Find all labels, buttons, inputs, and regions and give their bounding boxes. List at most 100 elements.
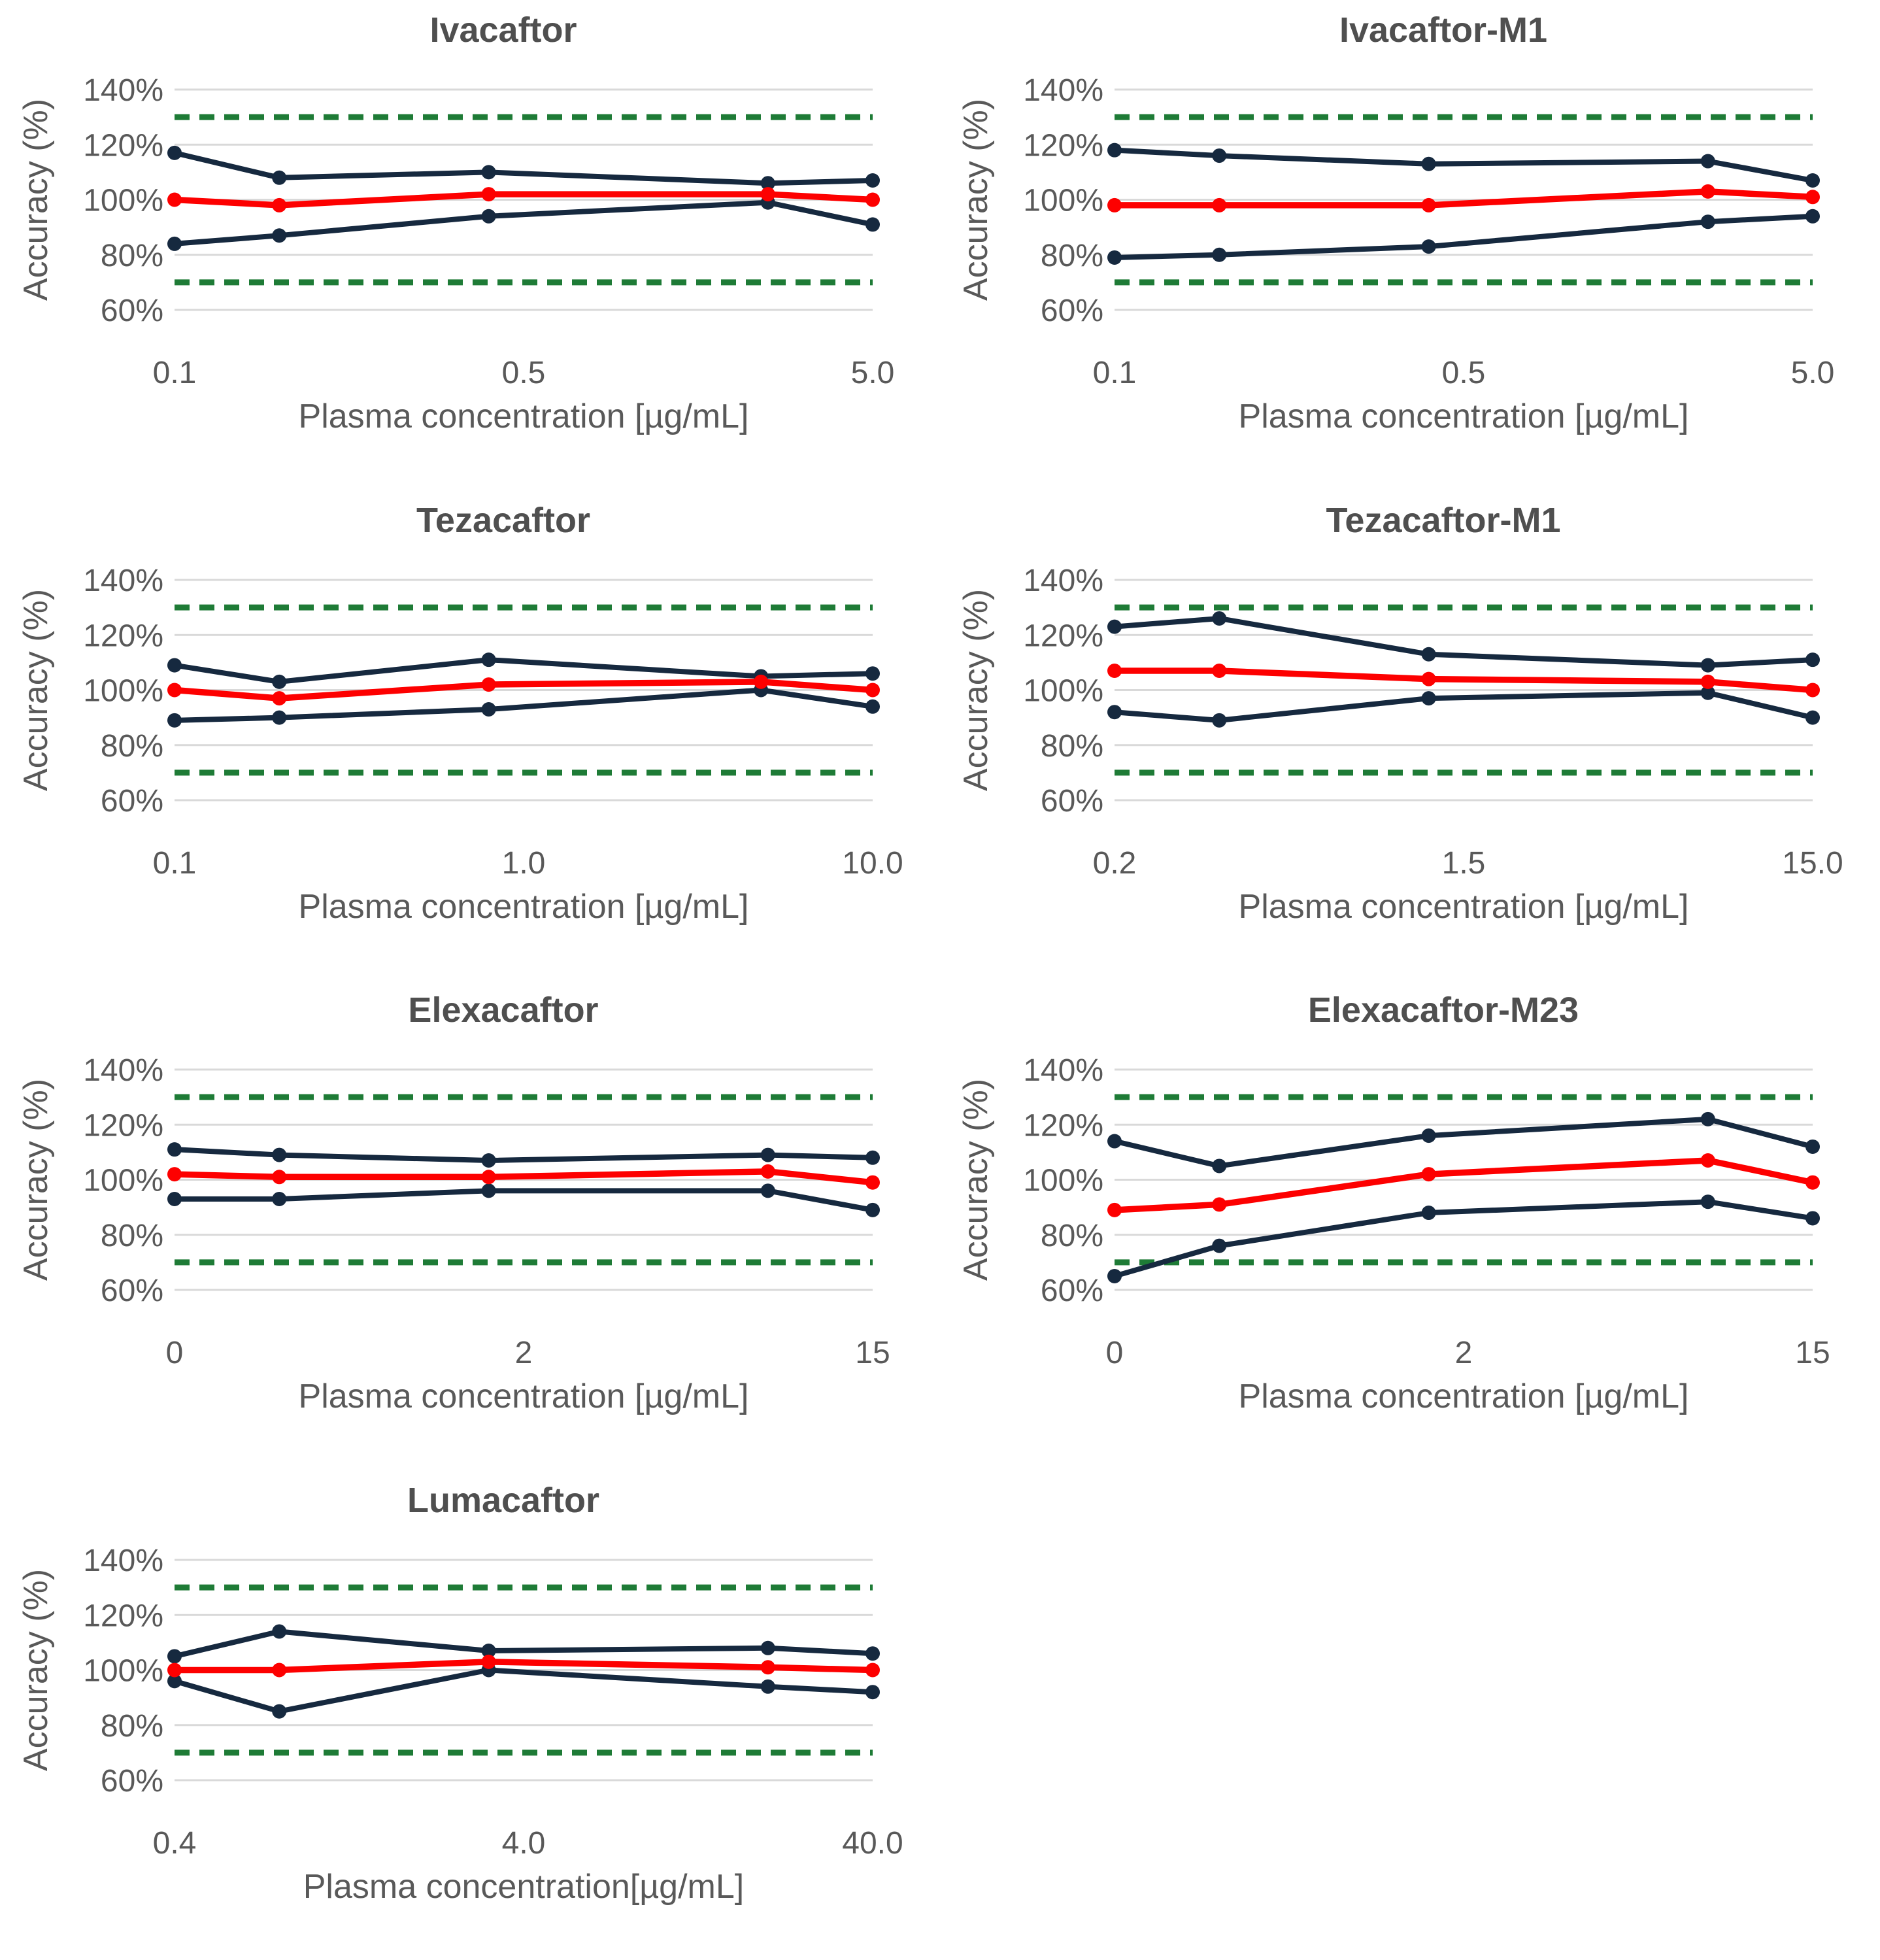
x-tick-label: 0.4 [153,1826,197,1861]
gridlines [1115,579,1813,801]
y-tick-label: 60% [1041,784,1103,819]
data-point-marker [272,1170,287,1185]
data-point-marker [1421,156,1436,171]
y-tick-label: 80% [101,239,163,273]
x-tick-label: 15 [855,1336,890,1370]
x-tick-label: 0 [1106,1336,1124,1370]
data-point-marker [272,228,287,243]
x-tick-label: 0 [166,1336,184,1370]
y-axis-title: Accuracy (%) [17,1079,55,1281]
data-point-marker [760,1147,775,1162]
data-point-marker [1421,1206,1436,1221]
series-upper-accuracy-bound [1107,611,1820,673]
chart-panel: 140% 120% 100% 80% 60% Accuracy (%) 0 2 15 Plasma… [940,980,1880,1470]
x-tick-label: 40.0 [842,1826,903,1861]
data-point-marker [760,1164,775,1179]
data-point-marker [1421,1167,1436,1182]
chart-elexacaftor-m23-svg: 140% 120% 100% 80% 60% Accuracy (%) 0 2 15 Plasma… [957,990,1830,1415]
data-point-marker [1700,674,1715,689]
series-lower-accuracy-bound [1107,1194,1820,1283]
data-point-marker [1805,209,1820,224]
y-axis-title: Accuracy (%) [17,588,55,790]
data-point-marker [167,713,182,728]
data-point-marker [481,677,496,692]
data-point-marker [272,197,287,212]
data-point-marker [1805,1211,1820,1226]
y-tick-label: 80% [1041,1219,1103,1253]
x-axis-title: Plasma concentration [µg/mL] [1239,1377,1689,1415]
data-point-marker [1107,250,1122,265]
y-tick-label: 100% [83,1164,163,1198]
gridlines [1115,1068,1813,1291]
chart-ivacaftor-m1-svg: 140% 120% 100% 80% 60% Accuracy (%) 0.1 0.5 5.0 P… [957,10,1834,435]
y-tick-label: 100% [83,673,163,708]
chart-lumacaftor-svg: 140% 120% 100% 80% 60% Accuracy (%) 0.4 4.0 40.0… [17,1481,903,1906]
chart-title: Ivacaftor-M1 [1339,10,1547,50]
series-lower-accuracy-bound [167,1183,880,1217]
y-tick-label: 80% [1041,239,1103,273]
y-tick-label: 100% [83,184,163,218]
acceptance-limit-lines [1115,114,1813,286]
series-mean-accuracy [1107,663,1820,697]
data-point-marker [167,1673,182,1688]
data-point-marker [1212,611,1227,626]
x-tick-label: 0.1 [153,356,197,390]
data-point-marker [272,1147,287,1162]
y-tick-label: 120% [83,128,163,163]
data-point-marker [1700,154,1715,169]
x-axis-title: Plasma concentration [µg/mL] [299,397,749,435]
data-point-marker [272,1191,287,1206]
y-tick-label: 60% [1041,1274,1103,1308]
data-point-marker [1700,1194,1715,1209]
data-point-marker [272,1704,287,1719]
y-tick-label: 140% [83,1053,163,1088]
data-point-marker [481,1643,496,1658]
x-tick-label: 0.5 [1442,356,1486,390]
y-tick-label: 120% [83,618,163,653]
x-tick-label: 2 [1455,1336,1473,1370]
data-point-marker [167,236,182,251]
data-point-marker [481,701,496,717]
x-tick-label: 10.0 [842,846,903,881]
data-point-marker [865,192,880,207]
series-mean-accuracy [167,674,880,705]
data-point-marker [1107,704,1122,719]
x-tick-label: 15 [1795,1336,1830,1370]
gridlines [175,579,873,801]
data-point-marker [481,652,496,667]
chart-panel: 140% 120% 100% 80% 60% Accuracy (%) 0.1 0.5 5.0 P… [940,0,1880,490]
data-point-marker [1421,690,1436,705]
data-point-marker [1107,197,1122,212]
data-point-marker [1212,1197,1227,1212]
y-tick-label: 100% [1023,673,1103,708]
y-axis-title: Accuracy (%) [17,1568,55,1770]
chart-title: Tezacaftor [416,501,590,540]
x-tick-label: 0.5 [502,356,546,390]
series-lower-accuracy-bound [1107,209,1820,265]
data-point-marker [272,690,287,705]
y-tick-label: 120% [1023,618,1103,653]
y-axis-title: Accuracy (%) [957,588,995,790]
x-tick-label: 15.0 [1782,846,1843,881]
series-upper-accuracy-bound [1107,1111,1820,1174]
y-tick-label: 60% [1041,294,1103,328]
y-axis-title: Accuracy (%) [957,99,995,301]
data-point-marker [167,145,182,160]
data-point-marker [1212,148,1227,163]
data-point-marker [1107,1268,1122,1283]
series-upper-accuracy-bound [1107,143,1820,188]
data-point-marker [481,165,496,180]
y-tick-label: 80% [101,728,163,763]
data-point-marker [481,209,496,224]
y-tick-label: 100% [1023,184,1103,218]
x-axis-title: Plasma concentration [µg/mL] [299,1377,749,1415]
y-tick-label: 120% [83,1598,163,1633]
x-tick-label: 1.0 [502,846,546,881]
y-tick-label: 120% [1023,1108,1103,1143]
data-point-marker [1805,652,1820,667]
data-point-marker [1107,1134,1122,1149]
y-tick-label: 140% [1023,1053,1103,1088]
y-tick-label: 60% [101,1764,163,1799]
y-tick-label: 140% [1023,73,1103,108]
